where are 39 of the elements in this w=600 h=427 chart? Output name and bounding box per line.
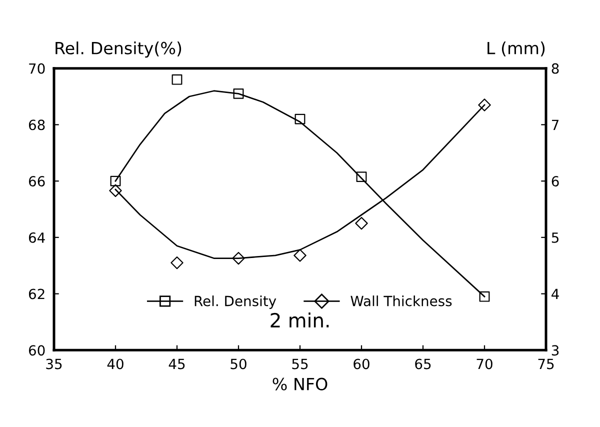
point bbox=[479, 291, 490, 302]
y-tick-label: 60 bbox=[28, 345, 45, 356]
y2-tick-label: 6 bbox=[552, 176, 559, 187]
x-axis-title: % NFO bbox=[272, 378, 328, 390]
point bbox=[233, 88, 244, 99]
y2-tick-label: 7 bbox=[552, 120, 559, 130]
y-tick-label: 68 bbox=[28, 120, 45, 130]
y-tick-label: 62 bbox=[28, 288, 44, 300]
y2-tick-label: 8 bbox=[552, 63, 559, 74]
y2-tick-label: 4 bbox=[552, 288, 559, 300]
y2-tick-label: 3 bbox=[552, 345, 559, 356]
point bbox=[232, 252, 245, 265]
y2-axis-title: L (mm) bbox=[488, 42, 545, 56]
legend-label: Wall Thickness bbox=[350, 296, 452, 306]
x-tick-label: 75 bbox=[538, 358, 554, 370]
annotation: 2 min. bbox=[270, 312, 329, 328]
point bbox=[294, 249, 306, 262]
point bbox=[355, 216, 368, 230]
point bbox=[172, 74, 182, 85]
x-tick-label: 65 bbox=[415, 358, 431, 370]
point bbox=[294, 114, 306, 124]
x-tick-label: 50 bbox=[230, 358, 246, 370]
x-tick-label: 40 bbox=[107, 358, 124, 370]
y-tick-label: 64 bbox=[28, 232, 45, 243]
x-tick-label: 70 bbox=[476, 358, 492, 370]
legend-label: Rel. Density bbox=[194, 296, 276, 309]
y-tick-label: 70 bbox=[29, 63, 45, 74]
point bbox=[356, 172, 367, 182]
point bbox=[170, 256, 184, 270]
y-tick-label: 66 bbox=[28, 176, 45, 187]
x-tick-label: 35 bbox=[46, 358, 62, 370]
y2-tick-label: 5 bbox=[552, 232, 558, 243]
y-axis-title: Rel. Density(%) bbox=[56, 42, 182, 58]
point bbox=[478, 98, 491, 112]
x-tick-label: 55 bbox=[292, 358, 308, 370]
point bbox=[110, 176, 121, 186]
x-tick-label: 60 bbox=[354, 358, 370, 370]
point bbox=[109, 184, 122, 197]
x-tick-label: 45 bbox=[168, 358, 185, 370]
